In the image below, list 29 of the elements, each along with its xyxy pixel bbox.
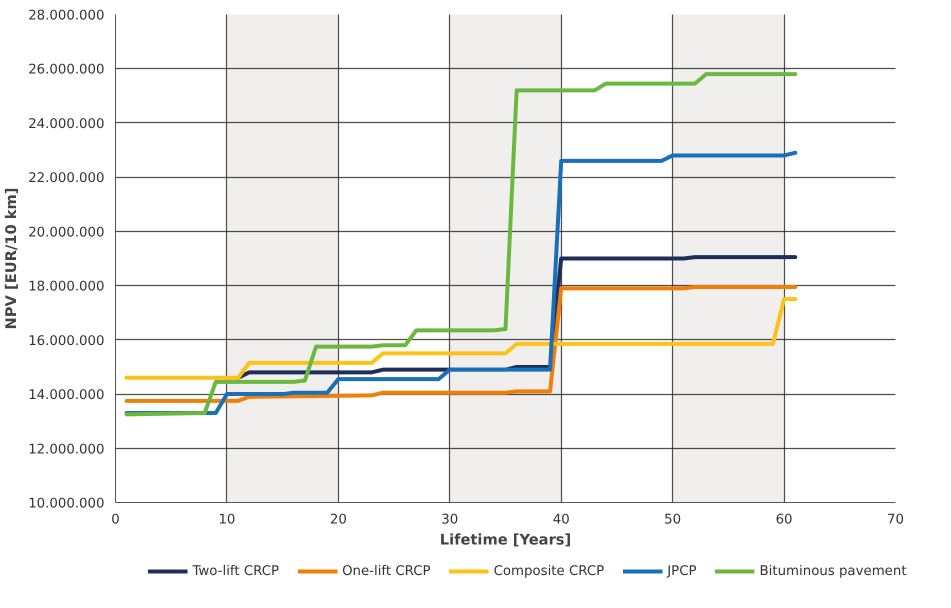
y-tick-label: 20.000.000	[28, 225, 104, 240]
y-tick-label: 10.000.000	[28, 496, 104, 512]
x-tick-label: 40	[552, 512, 570, 528]
line-series	[124, 72, 798, 416]
legend-label: One-lift CRCP	[342, 564, 431, 578]
x-tick-label: 60	[776, 512, 793, 528]
line-series	[124, 284, 798, 403]
x-tick-label: 50	[664, 512, 682, 528]
legend-label: JPCP	[667, 564, 697, 578]
y-tick-label: 18.000.000	[28, 280, 104, 295]
x-tick-label: 30	[441, 512, 458, 528]
y-tick-label: 28.000.000	[28, 8, 104, 24]
x-tick-label: 70	[887, 512, 904, 528]
line-series	[124, 150, 798, 416]
x-axis-title: Lifetime [Years]	[440, 532, 572, 548]
y-tick-label: 24.000.000	[28, 116, 104, 132]
x-tick-label: 10	[218, 512, 236, 528]
y-axis-title: NPV [EUR/10 km]	[3, 188, 20, 330]
y-tick-label: 14.000.000	[28, 388, 104, 404]
legend-label: Bituminous pavement	[760, 564, 907, 578]
y-tick-label: 26.000.000	[28, 62, 104, 78]
y-tick-label: 22.000.000	[28, 171, 104, 186]
y-tick-label: 12.000.000	[28, 442, 104, 458]
legend-label: Two-lift CRCP	[192, 564, 280, 578]
x-tick-label: 0	[111, 512, 120, 528]
legend-label: Composite CRCP	[494, 564, 604, 578]
x-tick-label: 20	[330, 512, 347, 528]
line-series	[124, 297, 798, 380]
y-tick-label: 16.000.000	[28, 334, 104, 349]
